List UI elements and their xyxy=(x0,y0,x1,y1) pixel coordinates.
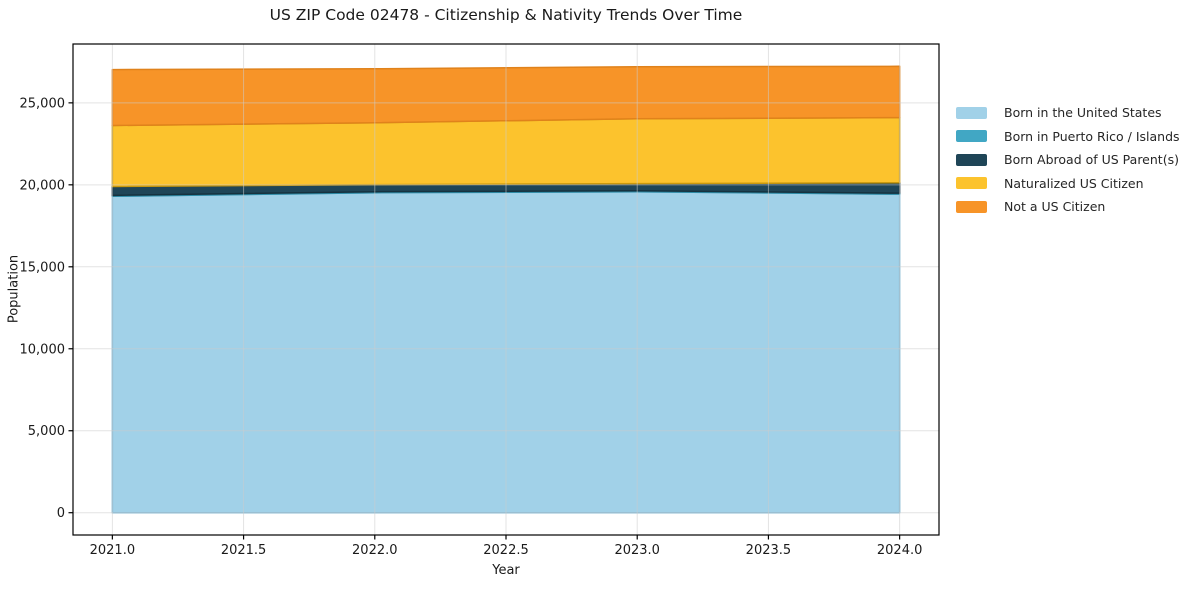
legend: Born in the United States Born in Puerto … xyxy=(956,101,1180,219)
legend-label: Naturalized US Citizen xyxy=(1004,175,1144,191)
legend-swatch xyxy=(956,177,987,190)
legend-swatch xyxy=(956,130,987,143)
legend-item: Born Abroad of US Parent(s) xyxy=(956,148,1180,172)
x-axis-label: Year xyxy=(492,563,520,578)
legend-item: Naturalized US Citizen xyxy=(956,172,1180,196)
legend-label: Born Abroad of US Parent(s) xyxy=(1004,152,1179,168)
legend-item: Born in Puerto Rico / Islands xyxy=(956,125,1180,149)
x-tick-label: 2022.5 xyxy=(483,543,529,558)
x-tick-label: 2023.0 xyxy=(614,543,660,558)
x-tick-label: 2022.0 xyxy=(352,543,398,558)
legend-label: Born in the United States xyxy=(1004,105,1162,121)
chart-title: US ZIP Code 02478 - Citizenship & Nativi… xyxy=(269,6,743,24)
y-tick-label: 20,000 xyxy=(20,178,66,193)
legend-item: Born in the United States xyxy=(956,101,1180,125)
legend-label: Born in Puerto Rico / Islands xyxy=(1004,128,1180,144)
y-tick-label: 0 xyxy=(57,506,65,521)
y-axis-label: Population xyxy=(6,254,22,324)
y-tick-label: 25,000 xyxy=(20,96,66,111)
legend-swatch xyxy=(956,153,987,166)
x-tick-label: 2021.0 xyxy=(90,543,136,558)
y-tick-label: 15,000 xyxy=(20,260,66,275)
legend-item: Not a US Citizen xyxy=(956,195,1180,219)
y-tick-label: 10,000 xyxy=(20,342,66,357)
legend-label: Not a US Citizen xyxy=(1004,199,1106,215)
x-tick-label: 2023.5 xyxy=(746,543,792,558)
x-tick-label: 2024.0 xyxy=(877,543,923,558)
x-tick-label: 2021.5 xyxy=(221,543,267,558)
y-tick-label: 5,000 xyxy=(28,424,65,439)
legend-swatch xyxy=(956,200,987,213)
legend-swatch xyxy=(956,106,987,119)
